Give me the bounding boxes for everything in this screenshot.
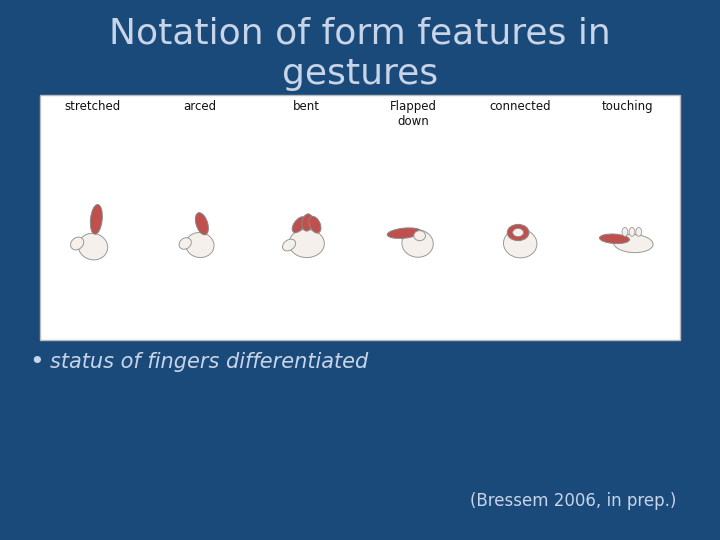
Text: arced: arced [183,100,217,113]
Ellipse shape [71,237,84,250]
Text: Notation of form features in
gestures: Notation of form features in gestures [109,16,611,91]
Text: touching: touching [601,100,653,113]
Text: stretched: stretched [65,100,121,113]
Ellipse shape [629,227,635,237]
Ellipse shape [309,217,321,233]
Ellipse shape [513,228,523,237]
Ellipse shape [186,233,214,258]
Ellipse shape [508,225,529,241]
Ellipse shape [292,217,306,233]
Text: •: • [29,350,43,374]
Ellipse shape [179,238,192,249]
Ellipse shape [387,228,421,239]
Ellipse shape [282,239,296,251]
Ellipse shape [622,227,628,237]
Ellipse shape [78,233,108,260]
Ellipse shape [613,234,653,253]
Ellipse shape [90,205,102,234]
Ellipse shape [195,213,208,235]
Ellipse shape [503,229,537,258]
Ellipse shape [414,231,426,241]
Text: connected: connected [490,100,551,113]
Ellipse shape [636,227,642,237]
Text: (Bressem 2006, in prep.): (Bressem 2006, in prep.) [470,492,677,510]
Text: bent: bent [293,100,320,113]
Text: status of fingers differentiated: status of fingers differentiated [50,352,369,372]
FancyBboxPatch shape [40,94,680,340]
Ellipse shape [402,230,433,257]
Ellipse shape [302,214,313,231]
Ellipse shape [289,230,324,258]
Ellipse shape [600,234,629,244]
Text: Flapped
down: Flapped down [390,100,437,128]
